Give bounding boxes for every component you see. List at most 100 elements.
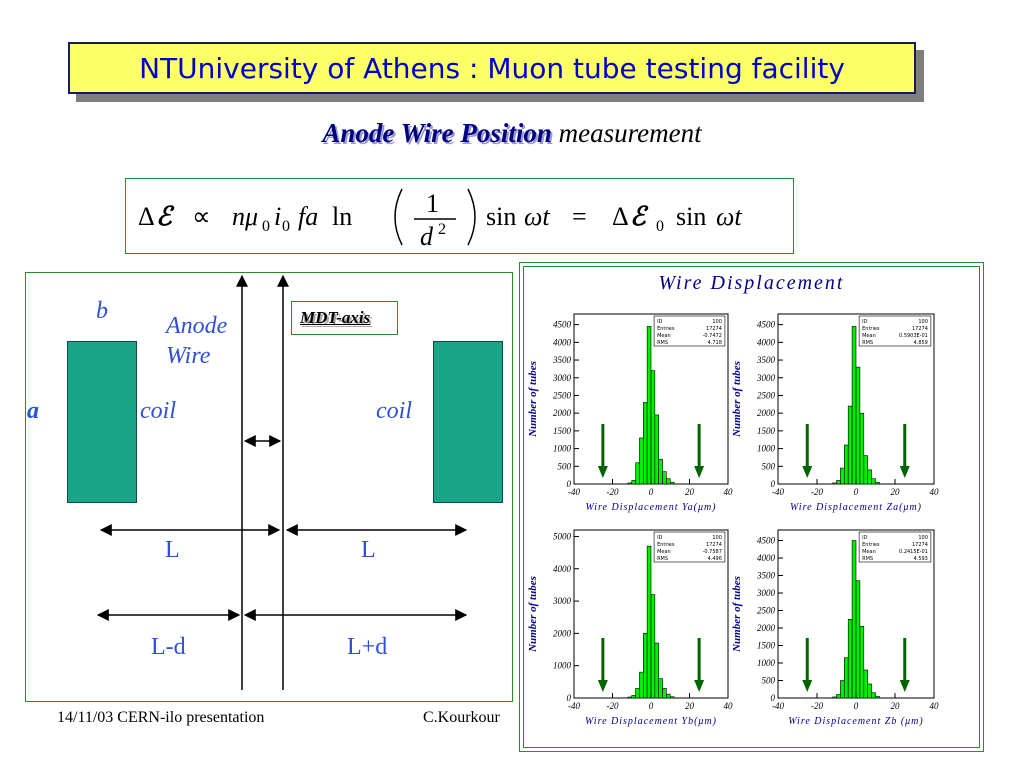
y-tick-label: 4500 — [757, 536, 776, 546]
formula-one: 1 — [426, 189, 439, 218]
y-tick-label: 2000 — [553, 408, 572, 418]
limit-arrow-head — [899, 680, 910, 692]
formula-i: i — [274, 202, 281, 231]
y-tick-label: 4500 — [553, 320, 572, 330]
x-tick-label: 0 — [649, 487, 654, 497]
y-axis-title: Number of tubes — [527, 576, 539, 653]
plots-panel-inner — [523, 266, 980, 748]
histogram-bar — [875, 695, 880, 699]
stats-label: RMS — [657, 556, 668, 562]
stats-value: 17274 — [912, 542, 928, 548]
x-tick-label: 40 — [930, 487, 940, 497]
y-tick-label: 3500 — [756, 571, 776, 581]
stats-value: 100 — [918, 319, 928, 325]
formula-propto: ∝ — [192, 202, 211, 231]
histogram-bar — [666, 478, 671, 485]
stats-box — [858, 531, 932, 563]
x-tick-label: -20 — [607, 487, 619, 497]
y-tick-label: 3000 — [756, 373, 776, 383]
histogram-bar — [859, 412, 865, 485]
label-anode: Anode — [166, 313, 228, 339]
label-L-left: L — [165, 537, 180, 563]
stats-value: 4.718 — [708, 340, 722, 346]
slide-subtitle: Anode Wire Position measurement — [0, 118, 1024, 149]
histogram-bar — [669, 696, 675, 699]
x-tick-label: -40 — [568, 701, 580, 711]
stats-value: 100 — [712, 535, 722, 541]
y-axis-title: Number of tubes — [731, 576, 743, 653]
y-tick-label: 2500 — [757, 390, 776, 400]
slide-title-text: NTUniversity of Athens : Muon tube testi… — [139, 51, 845, 85]
formula-delta: Δ — [138, 202, 155, 231]
stats-value: 4.496 — [708, 556, 722, 562]
histogram-bar — [642, 633, 648, 699]
formula-sin-a: sin — [486, 202, 516, 231]
stats-value: -0.7587 — [703, 549, 722, 555]
label-coil-right: coil — [376, 398, 412, 424]
label-L-right: L — [361, 537, 376, 563]
stats-value: -0.7472 — [703, 333, 722, 339]
x-tick-label: -20 — [607, 701, 619, 711]
stats-value: 100 — [712, 319, 722, 325]
histogram-bar — [642, 402, 648, 485]
stats-value: 17274 — [706, 326, 722, 332]
histogram-bar — [863, 669, 868, 699]
subtitle-highlight: Anode Wire Position — [322, 118, 552, 148]
histogram-bar — [646, 545, 652, 699]
stats-label: Mean — [657, 549, 671, 555]
stats-label: Entries — [657, 326, 675, 332]
x-tick-label: -40 — [568, 487, 580, 497]
histogram-bar — [658, 458, 663, 485]
formula-delta-b: Δ — [612, 202, 629, 231]
histogram-bar — [627, 696, 633, 699]
formula-sub0-b: 0 — [282, 218, 290, 235]
formula-emf: ℰ — [156, 202, 175, 231]
histogram-bar — [832, 696, 837, 699]
formula-sub0-c: 0 — [656, 218, 664, 235]
x-axis-title: Wire Displacement Zb (μm) — [788, 716, 923, 727]
plots-main-title: Wire Displacement — [658, 272, 845, 294]
label-b: b — [96, 298, 108, 324]
y-tick-label: 2000 — [757, 623, 776, 633]
histogram-bar — [840, 467, 845, 485]
stats-label: Entries — [862, 542, 880, 548]
y-tick-label: 1000 — [757, 658, 776, 668]
x-tick-label: 20 — [685, 487, 695, 497]
histogram-bar — [627, 482, 633, 485]
y-tick-label: 3500 — [552, 355, 572, 365]
mdt-axis-box — [291, 301, 398, 335]
formula-n-mu: nμ — [232, 202, 258, 231]
histogram-bar — [635, 688, 640, 699]
stats-value: 100 — [918, 535, 928, 541]
histogram-bar — [666, 693, 671, 699]
formula-equals: = — [572, 202, 587, 231]
x-tick-label: 0 — [649, 701, 654, 711]
stats-value: 0.2415E-01 — [899, 549, 928, 555]
histogram-bar — [847, 618, 853, 699]
x-tick-label: -20 — [811, 701, 823, 711]
y-tick-label: 2500 — [757, 606, 776, 616]
histogram-bar — [631, 695, 636, 699]
formula-box: Δ ℰ ∝ nμ 0 i 0 fa ln 1 d 2 sin ωt = Δ ℰ … — [125, 178, 794, 254]
stats-label: Entries — [862, 326, 880, 332]
stats-value: 0.5903E-01 — [899, 333, 928, 339]
limit-arrow-head — [802, 466, 813, 478]
y-tick-label: 500 — [762, 461, 776, 471]
histogram-bar — [855, 580, 861, 699]
label-coil-left: coil — [140, 398, 176, 424]
stats-label: RMS — [862, 340, 873, 346]
histogram-bar — [871, 692, 876, 699]
y-tick-label: 1500 — [757, 426, 776, 436]
histogram-bar — [832, 482, 837, 485]
x-tick-label: 20 — [685, 701, 695, 711]
formula-sub0-a: 0 — [262, 218, 270, 235]
mdt-axis-label: MDT-axis — [300, 308, 371, 327]
stats-label: Mean — [862, 549, 876, 555]
stats-label: ID — [657, 319, 662, 325]
x-tick-label: 40 — [724, 701, 734, 711]
y-tick-label: 4000 — [553, 564, 572, 574]
y-tick-label: 0 — [771, 693, 776, 703]
stats-label: ID — [862, 535, 867, 541]
formula-wt-a: ωt — [524, 202, 550, 231]
